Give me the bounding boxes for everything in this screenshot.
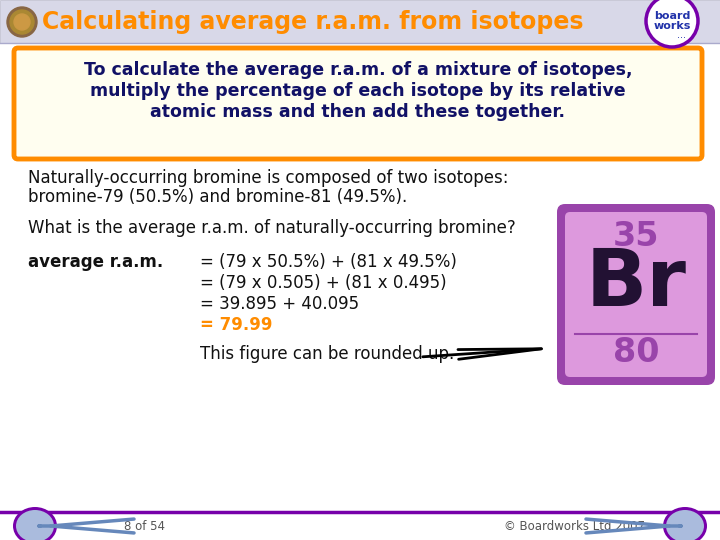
Text: multiply the percentage of each isotope by its relative: multiply the percentage of each isotope … bbox=[90, 82, 626, 100]
Text: Naturally-occurring bromine is composed of two isotopes:: Naturally-occurring bromine is composed … bbox=[28, 169, 508, 187]
Text: = 79.99: = 79.99 bbox=[200, 316, 272, 334]
Text: board: board bbox=[654, 11, 690, 21]
Text: = 39.895 + 40.095: = 39.895 + 40.095 bbox=[200, 295, 359, 313]
Text: ...: ... bbox=[677, 30, 685, 40]
Text: atomic mass and then add these together.: atomic mass and then add these together. bbox=[150, 103, 565, 121]
Text: To calculate the average r.a.m. of a mixture of isotopes,: To calculate the average r.a.m. of a mix… bbox=[84, 61, 632, 79]
FancyBboxPatch shape bbox=[0, 0, 720, 43]
Text: average r.a.m.: average r.a.m. bbox=[28, 253, 163, 271]
Text: What is the average r.a.m. of naturally-occurring bromine?: What is the average r.a.m. of naturally-… bbox=[28, 219, 516, 237]
Circle shape bbox=[646, 0, 698, 47]
Circle shape bbox=[14, 14, 30, 30]
Text: = (79 x 50.5%) + (81 x 49.5%): = (79 x 50.5%) + (81 x 49.5%) bbox=[200, 253, 457, 271]
Text: 8 of 54: 8 of 54 bbox=[125, 519, 166, 532]
FancyBboxPatch shape bbox=[14, 48, 702, 159]
Text: © Boardworks Ltd 2007: © Boardworks Ltd 2007 bbox=[505, 519, 646, 532]
Ellipse shape bbox=[13, 507, 57, 540]
Text: = (79 x 0.505) + (81 x 0.495): = (79 x 0.505) + (81 x 0.495) bbox=[200, 274, 446, 292]
Text: 80: 80 bbox=[613, 335, 660, 368]
Text: Br: Br bbox=[585, 246, 686, 323]
FancyBboxPatch shape bbox=[0, 512, 720, 540]
FancyBboxPatch shape bbox=[565, 212, 707, 377]
Text: 35: 35 bbox=[613, 220, 660, 253]
FancyBboxPatch shape bbox=[0, 43, 720, 515]
Ellipse shape bbox=[666, 510, 704, 540]
Circle shape bbox=[7, 7, 37, 37]
Ellipse shape bbox=[16, 510, 54, 540]
FancyBboxPatch shape bbox=[557, 204, 715, 385]
Ellipse shape bbox=[663, 507, 707, 540]
Text: This figure can be rounded up.: This figure can be rounded up. bbox=[200, 345, 454, 363]
Text: bromine-79 (50.5%) and bromine-81 (49.5%).: bromine-79 (50.5%) and bromine-81 (49.5%… bbox=[28, 188, 408, 206]
Circle shape bbox=[10, 10, 34, 34]
Text: Calculating average r.a.m. from isotopes: Calculating average r.a.m. from isotopes bbox=[42, 10, 583, 34]
Text: works: works bbox=[653, 21, 690, 31]
